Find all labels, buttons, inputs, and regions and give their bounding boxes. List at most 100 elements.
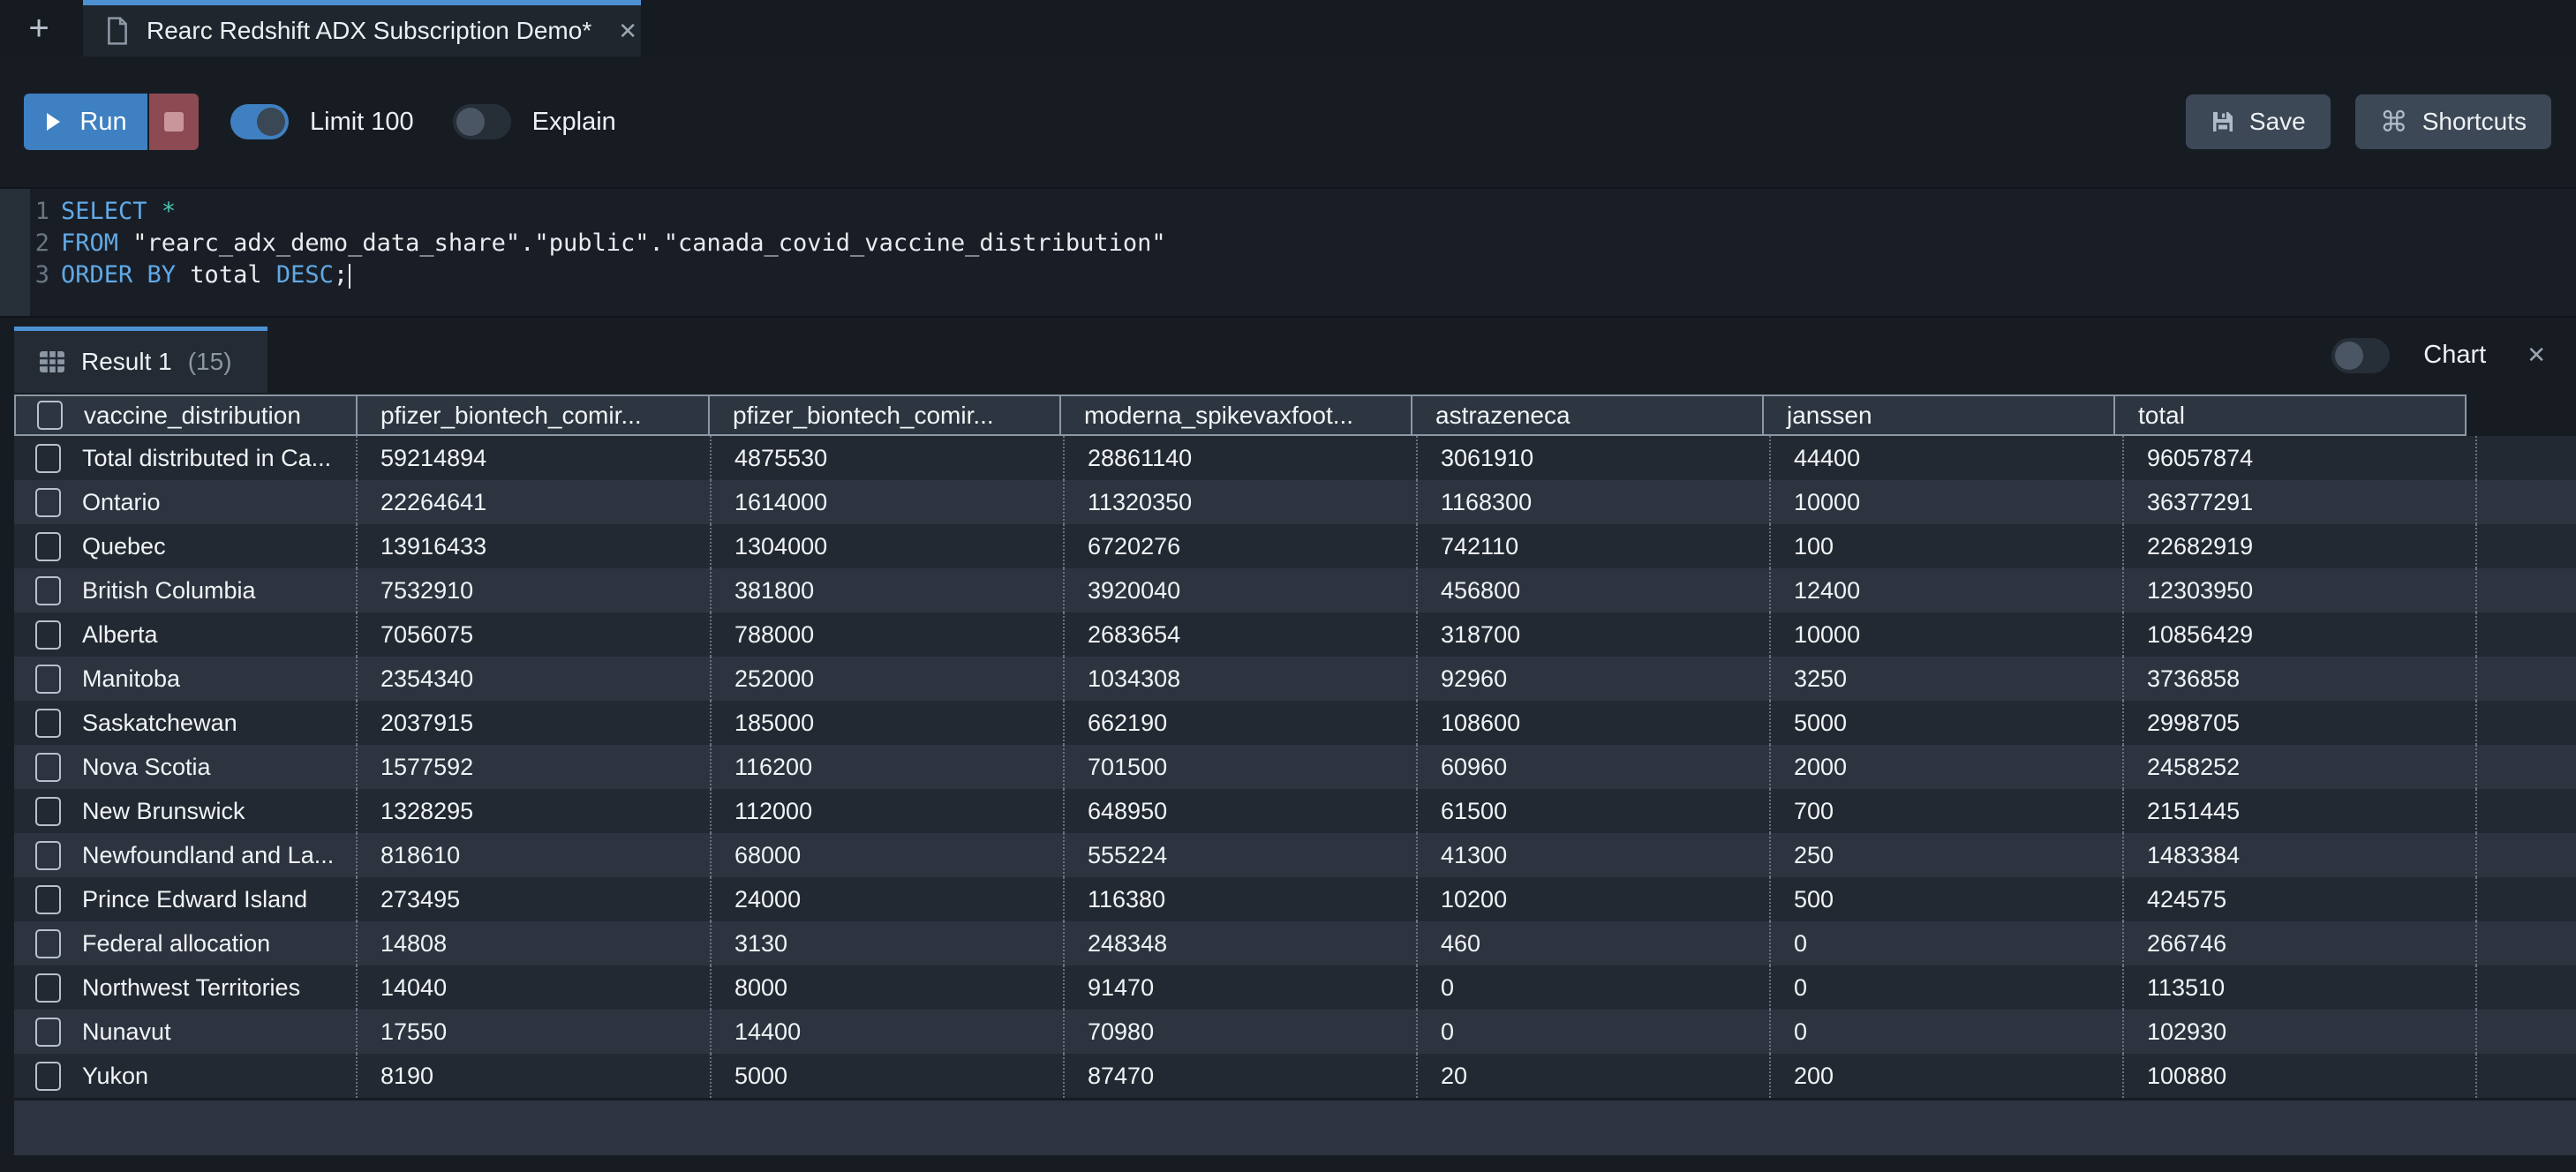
row-value-cell: 273495	[358, 877, 712, 921]
row-value-cell: 1034308	[1065, 657, 1418, 701]
row-value-cell: 92960	[1418, 657, 1771, 701]
row-label-cell: Manitoba	[14, 657, 358, 701]
sql-editor[interactable]: 1 SELECT * 2 FROM "rearc_adx_demo_data_shar…	[0, 187, 2576, 318]
line-number: 2	[34, 229, 49, 257]
run-button[interactable]: Run	[24, 94, 147, 150]
row-checkbox[interactable]	[35, 928, 61, 958]
row-value-cell: 2683654	[1065, 612, 1418, 657]
row-value-cell: 2458252	[2124, 745, 2477, 789]
row-checkbox[interactable]	[35, 1017, 61, 1047]
row-value-cell: 8190	[358, 1054, 712, 1098]
row-value-cell: 2354340	[358, 657, 712, 701]
row-label-cell: Prince Edward Island	[14, 877, 358, 921]
row-value-cell: 200	[1771, 1054, 2124, 1098]
tab-close-icon[interactable]: ✕	[618, 17, 638, 44]
row-value-cell: 70980	[1065, 1010, 1418, 1054]
stop-button[interactable]	[147, 94, 199, 150]
table-row-alberta[interactable]: Alberta 7056075 788000 2683654 318700 10000 10…	[14, 612, 2576, 657]
row-value-cell: 250	[1771, 833, 2124, 877]
line-number: 3	[34, 261, 49, 289]
row-value-cell: 5000	[712, 1054, 1065, 1098]
row-checkbox[interactable]	[35, 443, 61, 473]
save-icon	[2211, 109, 2235, 134]
results-close-icon[interactable]: ✕	[2527, 342, 2546, 368]
table-row-quebec[interactable]: Quebec 13916433 1304000 6720276 742110 100 226…	[14, 524, 2576, 568]
table-row-prince-edward-island[interactable]: Prince Edward Island 273495 24000 116380 102…	[14, 877, 2576, 921]
row-label-cell: Saskatchewan	[14, 701, 358, 745]
explain-toggle[interactable]	[452, 104, 511, 139]
table-row-british-columbia[interactable]: British Columbia 7532910 381800 3920040 4568…	[14, 568, 2576, 612]
row-label-cell: Yukon	[14, 1054, 358, 1098]
limit-toggle[interactable]	[230, 104, 289, 139]
row-label-cell: Northwest Territories	[14, 965, 358, 1010]
row-checkbox[interactable]	[35, 973, 61, 1003]
save-button[interactable]: Save	[2185, 94, 2331, 149]
row-value-cell: 381800	[712, 568, 1065, 612]
table-row-yukon[interactable]: Yukon 8190 5000 87470 20 200 100880	[14, 1054, 2576, 1098]
table-row-federal-allocation[interactable]: Federal allocation 14808 3130 248348 460 0 266…	[14, 921, 2576, 965]
row-value-cell: 11320350	[1065, 480, 1418, 524]
table-row-ontario[interactable]: Ontario 22264641 1614000 11320350 1168300 100…	[14, 480, 2576, 524]
column-header-janssen[interactable]: janssen	[1762, 394, 2115, 436]
shortcuts-button[interactable]: ⌘ Shortcuts	[2354, 94, 2551, 149]
row-value-cell: 456800	[1418, 568, 1771, 612]
result-tab[interactable]: Result 1 (15)	[14, 327, 267, 393]
table-row-northwest-territories[interactable]: Northwest Territories 14040 8000 91470 0 0 113…	[14, 965, 2576, 1010]
row-checkbox[interactable]	[35, 796, 61, 826]
row-checkbox[interactable]	[35, 708, 61, 738]
row-value-cell: 2037915	[358, 701, 712, 745]
row-checkbox[interactable]	[35, 620, 61, 650]
row-value-cell: 22264641	[358, 480, 712, 524]
results-tab-bar: Result 1 (15) Chart ✕	[0, 318, 2576, 393]
editor-gutter	[0, 189, 30, 316]
row-value-cell: 818610	[358, 833, 712, 877]
column-header-astrazeneca[interactable]: astrazeneca	[1411, 394, 1764, 436]
column-header-pfizer-biontech-comir[interactable]: pfizer_biontech_comir...	[708, 394, 1061, 436]
row-value-cell: 1304000	[712, 524, 1065, 568]
table-footer-strip	[14, 1101, 2576, 1155]
column-header-moderna-spikevaxfoot[interactable]: moderna_spikevaxfoot...	[1059, 394, 1412, 436]
play-icon	[44, 111, 62, 132]
row-checkbox[interactable]	[35, 840, 61, 870]
new-tab-button[interactable]: +	[28, 8, 49, 48]
select-all-checkbox[interactable]	[37, 401, 63, 430]
row-value-cell: 4875530	[712, 436, 1065, 480]
row-value-cell: 14808	[358, 921, 712, 965]
table-row-new-brunswick[interactable]: New Brunswick 1328295 112000 648950 61500 700…	[14, 789, 2576, 833]
column-header-total[interactable]: total	[2113, 394, 2467, 436]
row-checkbox[interactable]	[35, 575, 61, 605]
row-value-cell: 13916433	[358, 524, 712, 568]
row-value-cell: 41300	[1418, 833, 1771, 877]
row-checkbox[interactable]	[35, 884, 61, 914]
table-row-manitoba[interactable]: Manitoba 2354340 252000 1034308 92960 3250 373…	[14, 657, 2576, 701]
row-value-cell: 116200	[712, 745, 1065, 789]
shortcuts-label: Shortcuts	[2422, 108, 2527, 135]
row-checkbox[interactable]	[35, 531, 61, 561]
row-checkbox[interactable]	[35, 752, 61, 782]
tab-rearc-redshift-adx-subscription-demo[interactable]: Rearc Redshift ADX Subscription Demo* ✕	[83, 0, 641, 56]
row-value-cell: 424575	[2124, 877, 2477, 921]
chart-toggle[interactable]	[2331, 337, 2391, 373]
row-checkbox[interactable]	[35, 664, 61, 694]
row-value-cell: 68000	[712, 833, 1065, 877]
row-value-cell: 10000	[1771, 480, 2124, 524]
row-value-cell: 788000	[712, 612, 1065, 657]
table-row-nova-scotia[interactable]: Nova Scotia 1577592 116200 701500 60960 2000 2…	[14, 745, 2576, 789]
column-header-pfizer-biontech-comir[interactable]: pfizer_biontech_comir...	[356, 394, 710, 436]
table-row-newfoundland-and-la[interactable]: Newfoundland and La... 818610 68000 555224 4…	[14, 833, 2576, 877]
toggle-knob	[456, 108, 485, 136]
row-value-cell: 1328295	[358, 789, 712, 833]
result-tab-label: Result 1	[81, 348, 172, 375]
row-checkbox[interactable]	[35, 487, 61, 517]
row-value-cell: 7056075	[358, 612, 712, 657]
row-value-cell: 0	[1771, 921, 2124, 965]
row-value-cell: 113510	[2124, 965, 2477, 1010]
row-checkbox[interactable]	[35, 1061, 61, 1091]
table-row-nunavut[interactable]: Nunavut 17550 14400 70980 0 0 102930	[14, 1010, 2576, 1054]
row-value-cell: 100	[1771, 524, 2124, 568]
row-value-cell: 0	[1771, 1010, 2124, 1054]
table-row-total-distributed-in-ca[interactable]: Total distributed in Ca... 59214894 487553…	[14, 436, 2576, 480]
row-label-cell: Nova Scotia	[14, 745, 358, 789]
column-header-vaccine-distribution[interactable]: vaccine_distribution	[14, 394, 358, 436]
table-row-saskatchewan[interactable]: Saskatchewan 2037915 185000 662190 108600 500…	[14, 701, 2576, 745]
